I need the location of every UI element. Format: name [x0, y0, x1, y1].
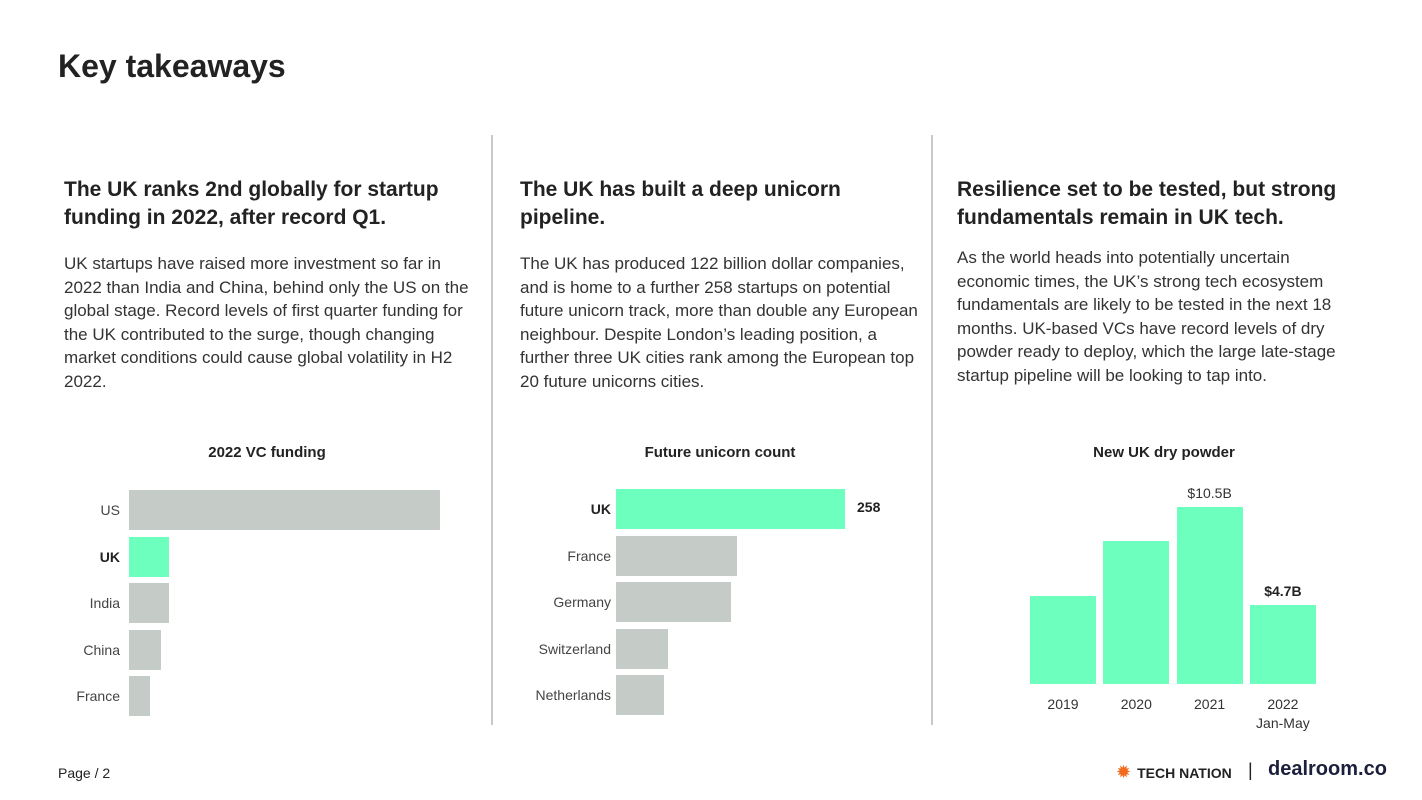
tech-nation-logo: ✹ TECH NATION [1116, 762, 1232, 782]
logo-separator: | [1248, 760, 1253, 780]
category-label: Germany [553, 594, 611, 610]
bar-switzerland [616, 628, 669, 669]
bar-2022 [1249, 604, 1316, 684]
page-number: Page / 2 [58, 765, 111, 781]
category-label: Jan-May [1256, 715, 1310, 731]
category-label: 2020 [1120, 696, 1152, 712]
category-label: India [89, 595, 120, 611]
takeaway-column-3: Resilience set to be tested, but strong … [957, 176, 1357, 387]
category-label: UK [99, 548, 120, 565]
chart-title: 2022 VC funding [208, 444, 326, 461]
column-divider [491, 135, 493, 725]
takeaway-heading: The UK has built a deep unicorn pipeline… [520, 178, 841, 229]
data-label: $4.7B [1264, 582, 1302, 599]
category-label: UK [590, 501, 611, 517]
bar-us [129, 490, 440, 530]
data-label: $10.5B [1187, 485, 1232, 501]
category-label: 2019 [1047, 696, 1079, 712]
takeaway-body: UK startups have raised more investment … [64, 254, 469, 391]
chart-title: New UK dry powder [1093, 444, 1235, 461]
bar-france [616, 535, 737, 576]
page-title: Key takeaways [58, 48, 286, 84]
bar-china [129, 629, 162, 670]
chart-title: Future unicorn count [644, 444, 796, 461]
bar-netherlands [616, 675, 664, 715]
bar-uk [616, 489, 845, 529]
bar-india [129, 583, 169, 623]
bar-uk [129, 536, 169, 577]
takeaway-column-1: The UK ranks 2nd globally for startup fu… [64, 176, 474, 393]
takeaway-heading: The UK ranks 2nd globally for startup fu… [64, 178, 439, 229]
bar-2021 [1176, 507, 1243, 684]
category-label: China [83, 641, 120, 658]
takeaway-body: The UK has produced 122 billion dollar c… [520, 254, 918, 391]
category-label: 2021 [1194, 696, 1226, 712]
data-label: 258 [857, 499, 881, 515]
category-label: 2022 [1267, 696, 1299, 712]
column-divider [931, 135, 933, 725]
dealroom-logo: dealroom.co [1268, 758, 1387, 780]
category-label: Netherlands [535, 687, 612, 703]
category-label: US [100, 502, 120, 518]
bar-2019 [1030, 596, 1096, 684]
bar-germany [616, 582, 732, 622]
bar-2020 [1103, 540, 1170, 684]
sun-icon: ✹ [1116, 762, 1132, 782]
bar-france [129, 676, 151, 716]
takeaway-body: As the world heads into potentially unce… [957, 248, 1336, 385]
takeaway-heading: Resilience set to be tested, but strong … [957, 178, 1337, 229]
takeaway-column-2: The UK has built a deep unicorn pipeline… [520, 176, 920, 393]
category-label: Switzerland [538, 640, 611, 657]
category-label: France [567, 547, 611, 564]
category-label: France [76, 688, 120, 704]
